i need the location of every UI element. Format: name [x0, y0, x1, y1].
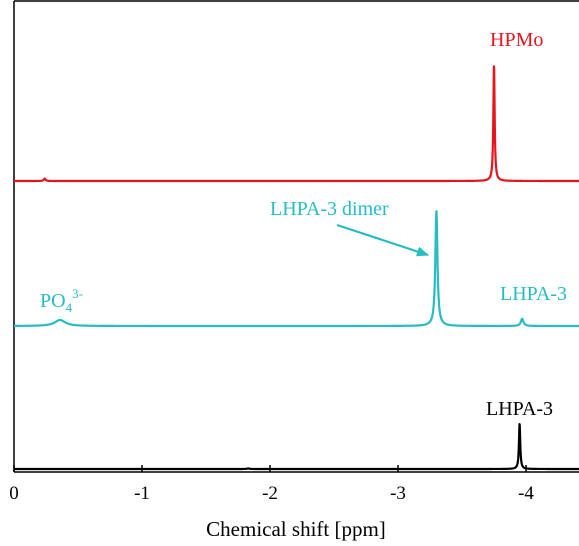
x-tick-label: -1: [134, 483, 150, 504]
dimer-arrow: [336, 223, 429, 257]
series-line: [13, 210, 579, 328]
label-lhpa3-black: LHPA-3: [486, 398, 553, 420]
label-hpmo: HPMo: [490, 29, 543, 51]
series-line: [13, 422, 579, 471]
x-tick-label: -2: [262, 483, 278, 504]
label-phosphate-sup: 3-: [72, 286, 83, 301]
label-lhpa3-dimer: LHPA-3 dimer: [270, 198, 389, 220]
series-line: [13, 65, 579, 183]
label-phosphate: PO43-: [40, 286, 83, 315]
label-phosphate-base: PO: [40, 290, 66, 312]
x-tick-label: -4: [518, 483, 534, 504]
x-axis-ticks: 0 -1 -2 -3 -4: [9, 465, 534, 504]
label-phosphate-sub: 4: [66, 300, 73, 315]
label-lhpa3-cyan: LHPA-3: [500, 283, 567, 305]
x-tick-label: 0: [9, 483, 19, 504]
x-axis-title: Chemical shift [ppm]: [206, 517, 386, 541]
x-tick-label: -3: [390, 483, 406, 504]
spectra-series: [13, 65, 579, 471]
